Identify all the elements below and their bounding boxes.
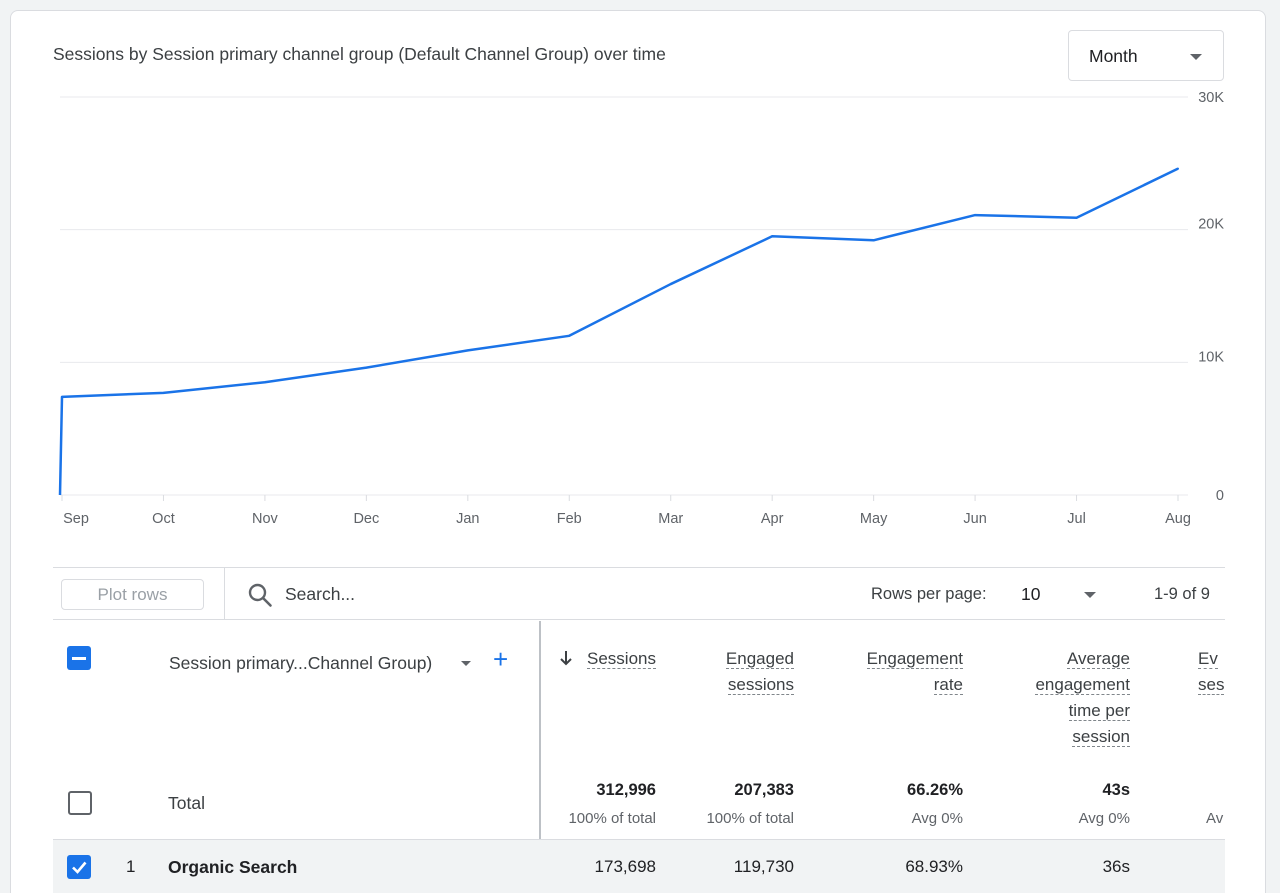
chart-title: Sessions by Session primary channel grou… bbox=[53, 44, 666, 64]
total-avg-engagement-time: 43s bbox=[1102, 781, 1130, 799]
period-select-value: Month bbox=[1089, 46, 1138, 66]
x-tick-label: Dec bbox=[353, 511, 379, 527]
y-tick-label: 0 bbox=[1216, 488, 1224, 504]
total-events-avg: Av bbox=[1206, 810, 1224, 827]
period-select[interactable]: Month bbox=[1068, 30, 1224, 81]
y-tick-label: 20K bbox=[1198, 217, 1224, 233]
caret-down-icon bbox=[1190, 54, 1202, 60]
total-engagement-rate: 66.26% bbox=[907, 781, 963, 799]
data-point bbox=[61, 395, 63, 398]
row-checkbox[interactable] bbox=[67, 855, 91, 879]
plot-rows-button[interactable]: Plot rows bbox=[61, 579, 204, 610]
check-icon bbox=[72, 861, 87, 874]
row-index: 1 bbox=[126, 857, 136, 876]
x-tick-label: Nov bbox=[252, 511, 279, 527]
column-header-events-per-session[interactable]: Ev ses bbox=[1198, 649, 1225, 695]
column-header-sessions[interactable]: Sessions bbox=[587, 649, 656, 669]
data-point bbox=[365, 366, 368, 369]
total-engaged-sessions: 207,383 bbox=[734, 781, 794, 799]
data-point bbox=[771, 235, 774, 238]
total-engaged-share: 100% of total bbox=[706, 810, 794, 827]
data-point bbox=[669, 283, 672, 286]
add-dimension-button[interactable]: + bbox=[493, 644, 509, 674]
x-tick-label: Jan bbox=[456, 511, 479, 527]
search-input[interactable] bbox=[285, 581, 585, 607]
row-engagement-rate: 68.93% bbox=[905, 857, 963, 876]
row-engaged-sessions: 119,730 bbox=[733, 857, 794, 876]
data-point bbox=[263, 381, 266, 384]
data-point bbox=[162, 391, 165, 394]
y-tick-label: 10K bbox=[1198, 349, 1224, 365]
x-tick-label: Jun bbox=[963, 511, 986, 527]
y-tick-label: 30K bbox=[1198, 90, 1224, 106]
data-point bbox=[568, 334, 571, 337]
table-row[interactable]: 1 Organic Search 173,698 119,730 68.93% … bbox=[53, 839, 1225, 893]
x-tick-label: Jul bbox=[1067, 511, 1086, 527]
x-tick-label: Oct bbox=[152, 511, 175, 527]
column-header-engagement-rate[interactable]: Engagement rate bbox=[866, 649, 963, 695]
x-tick-label: Apr bbox=[761, 511, 784, 527]
chart-card: Sessions by Session primary channel grou… bbox=[10, 10, 1266, 893]
data-point bbox=[974, 214, 977, 217]
search-icon bbox=[248, 583, 272, 607]
total-sessions: 312,996 bbox=[596, 781, 656, 799]
line-chart: 0 10K 20K 30K Sep Oct Nov Dec Jan Feb Mar Apr May Ju… bbox=[58, 90, 1224, 527]
data-point bbox=[466, 349, 469, 352]
column-header-average-engagement-time[interactable]: Average engagement time per session bbox=[1035, 649, 1130, 747]
total-time-avg: Avg 0% bbox=[1078, 810, 1130, 827]
total-rate-avg: Avg 0% bbox=[911, 810, 963, 827]
total-sessions-share: 100% of total bbox=[568, 810, 656, 827]
column-header-engaged-sessions[interactable]: Engaged sessions bbox=[725, 649, 794, 695]
column-divider bbox=[539, 621, 541, 893]
total-row-checkbox[interactable] bbox=[68, 791, 92, 815]
x-tick-label: Mar bbox=[658, 511, 683, 527]
x-tick-label: May bbox=[860, 511, 888, 527]
dimension-header[interactable]: Session primary...Channel Group) bbox=[169, 653, 433, 673]
rows-per-page-select[interactable]: 10 bbox=[1013, 576, 1113, 612]
caret-down-icon[interactable] bbox=[461, 661, 471, 666]
x-tick-label: Aug bbox=[1165, 511, 1191, 527]
pagination-range: 1-9 of 9 bbox=[1154, 585, 1210, 603]
x-tick-label: Feb bbox=[557, 511, 582, 527]
table-toolbar: Plot rows Rows per page: 10 1-9 of 9 bbox=[53, 567, 1225, 620]
divider bbox=[224, 568, 225, 620]
row-channel-name: Organic Search bbox=[168, 857, 298, 877]
data-point bbox=[872, 239, 875, 242]
x-tick-label: Sep bbox=[63, 511, 89, 527]
caret-down-icon bbox=[1084, 592, 1096, 598]
select-all-checkbox[interactable] bbox=[67, 646, 91, 670]
data-point bbox=[1075, 216, 1078, 219]
series-line bbox=[58, 167, 1179, 496]
rows-per-page-label: Rows per page: bbox=[871, 585, 987, 603]
data-table: Session primary...Channel Group) + Sessi… bbox=[53, 621, 1225, 893]
rows-per-page-value: 10 bbox=[1021, 584, 1041, 604]
data-point bbox=[1177, 167, 1179, 170]
sort-down-icon[interactable] bbox=[558, 649, 574, 667]
row-avg-engagement-time: 36s bbox=[1102, 857, 1130, 876]
row-sessions: 173,698 bbox=[594, 857, 656, 876]
total-label: Total bbox=[168, 793, 205, 813]
